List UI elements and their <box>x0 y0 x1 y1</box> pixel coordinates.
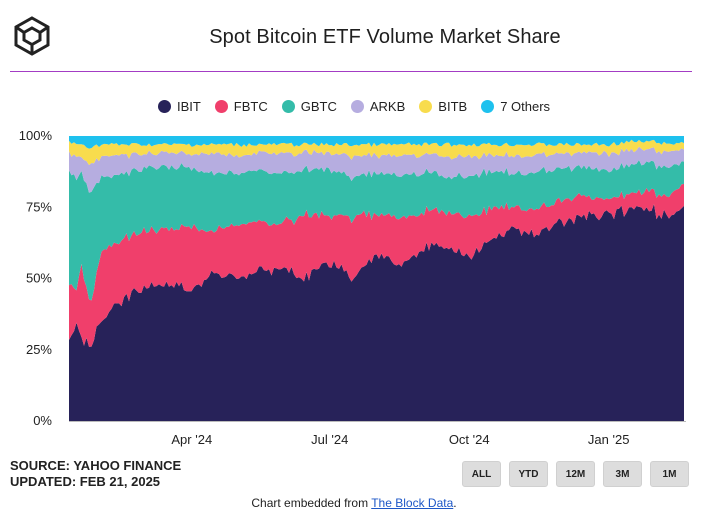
block-cube-logo-icon[interactable] <box>11 15 53 57</box>
y-tick-label: 0% <box>33 413 52 428</box>
area-series-gbtc[interactable] <box>69 160 684 301</box>
stacked-area-chart: 0% 25% 50% 75% 100% Apr '24 Jul '24 Oct '24 Jan … <box>19 128 686 447</box>
embed-credit: Chart embedded from The Block Data. <box>0 496 708 510</box>
x-tick-label: Jul '24 <box>311 432 348 447</box>
updated-text: UPDATED: FEB 21, 2025 <box>10 474 161 489</box>
range-buttons: ALL YTD 12M 3M 1M <box>462 461 689 487</box>
legend-swatch <box>214 99 228 113</box>
source-block: SOURCE: YAHOO FINANCE UPDATED: FEB 21, 2… <box>10 458 181 490</box>
chart-header: Spot Bitcoin ETF Volume Market Share <box>0 0 708 72</box>
embed-prefix: Chart embedded from <box>251 496 372 510</box>
area-series-arkb[interactable] <box>69 146 684 193</box>
embed-link[interactable]: The Block Data <box>371 496 454 510</box>
legend-swatch <box>157 99 171 113</box>
source-text: SOURCE: YAHOO FINANCE <box>10 458 182 473</box>
legend-label: 7 Others <box>500 98 551 114</box>
chart-legend: IBIT FBTC GBTC ARKB BITB 7 Others <box>0 96 708 116</box>
embed-suffix: . <box>453 496 457 510</box>
range-button-all[interactable]: ALL <box>462 461 501 487</box>
legend-label: ARKB <box>369 98 406 114</box>
legend-swatch <box>281 99 295 113</box>
x-tick-label: Oct '24 <box>449 432 490 447</box>
legend-item[interactable]: 7 Others <box>481 99 550 114</box>
legend-item[interactable]: BITB <box>419 99 467 114</box>
legend-label: IBIT <box>176 98 201 114</box>
header-divider <box>10 71 692 72</box>
legend-item[interactable]: FBTC <box>214 98 268 114</box>
x-tick-label: Apr '24 <box>171 432 212 447</box>
range-button-ytd[interactable]: YTD <box>509 461 548 487</box>
legend-label: FBTC <box>233 98 268 114</box>
y-tick-label: 100% <box>19 128 53 143</box>
range-button-3m[interactable]: 3M <box>603 461 642 487</box>
area-series-fbtc[interactable] <box>69 183 684 347</box>
area-series-7-others[interactable] <box>69 136 684 149</box>
legend-item[interactable]: IBIT <box>157 98 201 114</box>
range-button-12m[interactable]: 12M <box>556 461 595 487</box>
area-series-bitb[interactable] <box>69 139 684 165</box>
legend-swatch <box>419 99 433 113</box>
y-tick-label: 75% <box>26 199 52 214</box>
legend-label: BITB <box>438 98 468 114</box>
y-tick-label: 25% <box>26 342 52 357</box>
range-button-1m[interactable]: 1M <box>650 461 689 487</box>
chart-title: Spot Bitcoin ETF Volume Market Share <box>209 26 561 48</box>
legend-item[interactable]: GBTC <box>281 98 337 114</box>
legend-swatch <box>481 99 495 113</box>
legend-label: GBTC <box>300 98 337 114</box>
legend-item[interactable]: ARKB <box>350 98 406 114</box>
legend-swatch <box>350 99 364 113</box>
x-tick-label: Jan '25 <box>588 432 630 447</box>
area-series-ibit[interactable] <box>69 204 684 421</box>
y-tick-label: 50% <box>26 271 52 286</box>
